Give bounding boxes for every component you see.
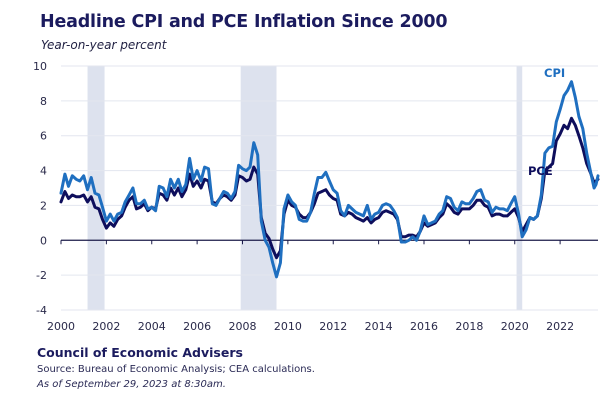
- x-tick-label: 2002: [92, 320, 120, 333]
- x-tick-label: 2020: [501, 320, 529, 333]
- y-tick-label: -4: [36, 304, 47, 317]
- x-tick-label: 2000: [47, 320, 75, 333]
- cpi-line: [59, 80, 600, 279]
- x-tick-label: 2022: [546, 320, 574, 333]
- y-tick-label: 6: [40, 130, 47, 143]
- recession-band: [87, 66, 105, 310]
- x-axis: 2000 2002 2004 2006 2008 2010 2012 2014 2016 2018…: [47, 239, 598, 333]
- x-tick-label: 2018: [455, 320, 483, 333]
- y-tick-label: 2: [40, 199, 47, 212]
- footer-organization: Council of Economic Advisers: [37, 345, 243, 360]
- y-axis-ticks: -4 -2 0 2 4 6 8 10: [33, 60, 47, 317]
- x-tick-label: 2012: [319, 320, 347, 333]
- recession-bands: [87, 66, 523, 310]
- x-tick-label: 2014: [365, 320, 393, 333]
- footer-source: Source: Bureau of Economic Analysis; CEA…: [37, 364, 315, 375]
- x-tick-label: 2006: [183, 320, 211, 333]
- chart-title: Headline CPI and PCE Inflation Since 200…: [40, 12, 448, 32]
- y-tick-label: 0: [40, 234, 47, 247]
- series-lines: [59, 80, 600, 279]
- chart-subtitle: Year-on-year percent: [41, 38, 167, 52]
- y-tick-label: 4: [40, 165, 47, 178]
- x-tick-label: 2004: [138, 320, 166, 333]
- series-labels: CPI PCE: [528, 66, 565, 178]
- x-tick-label: 2010: [274, 320, 302, 333]
- y-tick-label: 10: [33, 60, 47, 73]
- y-tick-label: -2: [36, 269, 47, 282]
- x-tick-label: 2016: [410, 320, 438, 333]
- footer-as-of: As of September 29, 2023 at 8:30am.: [37, 379, 226, 390]
- y-tick-label: 8: [40, 95, 47, 108]
- pce-label: PCE: [528, 164, 553, 178]
- recession-band: [516, 66, 523, 310]
- cpi-label: CPI: [544, 66, 565, 80]
- x-tick-label: 2008: [228, 320, 256, 333]
